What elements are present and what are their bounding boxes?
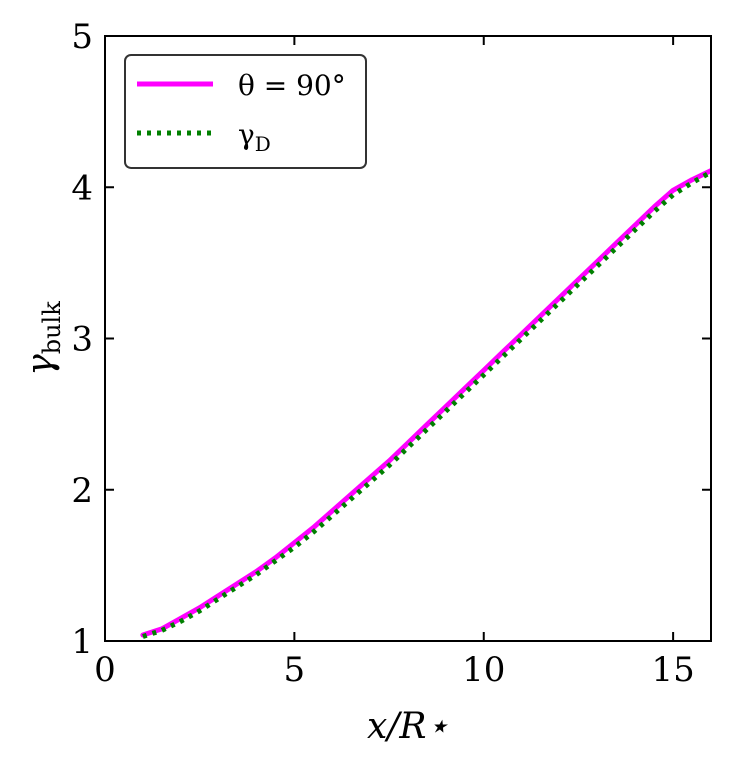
legend-label-theta-90-main: θ = 90° <box>238 69 346 102</box>
y-tick-label: 1 <box>71 622 93 662</box>
legend: θ = 90° γD <box>124 54 367 169</box>
y-tick-label: 3 <box>71 320 93 360</box>
y-axis-label-main: γ <box>20 354 61 376</box>
x-tick-label: 5 <box>284 650 306 690</box>
x-tick-label: 15 <box>651 650 694 690</box>
legend-label-gamma-d-main: γ <box>238 118 255 151</box>
y-axis-label: γbulk <box>20 301 66 376</box>
axes-frame <box>104 35 712 642</box>
y-tick-label: 5 <box>71 17 93 57</box>
y-axis-label-sub: bulk <box>38 301 66 354</box>
y-tick-label: 2 <box>71 471 93 511</box>
plot-area <box>140 168 711 639</box>
series-line-0 <box>140 168 711 638</box>
x-tick-label: 0 <box>94 650 116 690</box>
x-tick-label: 10 <box>462 650 505 690</box>
legend-label-theta-90: θ = 90° <box>238 69 346 102</box>
legend-label-gamma-d-sub: D <box>255 132 271 156</box>
series-line-1 <box>142 169 711 639</box>
axis-ticks: 0 5 10 15 1 2 3 4 5 <box>71 17 711 690</box>
legend-label-gamma-d: γD <box>238 118 271 156</box>
y-tick-label: 4 <box>71 168 93 208</box>
x-axis-label: x/R⋆ <box>367 706 449 747</box>
